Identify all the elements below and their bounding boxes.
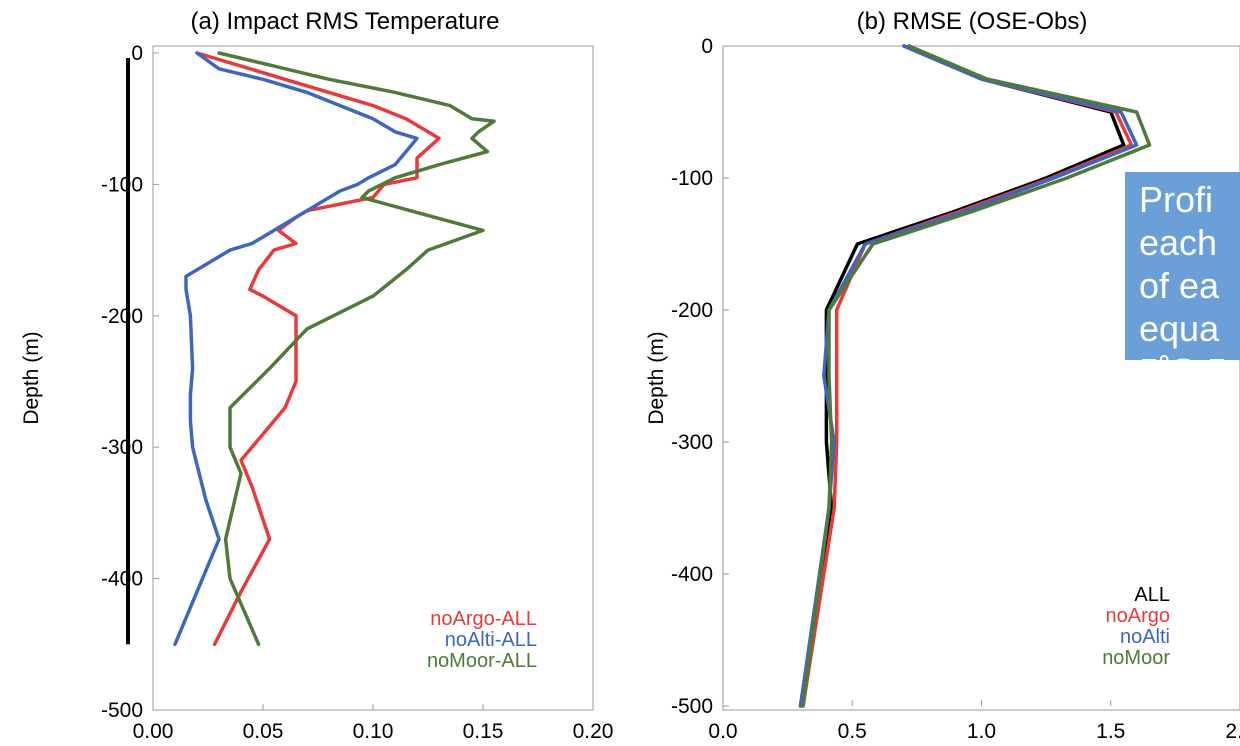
y-tick-label: 0 <box>131 42 143 65</box>
x-tick-label: 1.0 <box>967 720 996 743</box>
y-tick-label: -100 <box>101 173 143 196</box>
chart-title: (a) Impact RMS Temperature <box>191 8 500 35</box>
legend-entry-noargo-all: noArgo-ALL <box>430 608 537 630</box>
panel-rmse-ose-obs: (b) RMSE (OSE-Obs) Depth (m) 0 -100 -200 -3… <box>645 8 1240 743</box>
y-tick-label: 0 <box>701 35 713 58</box>
y-tick-label: -400 <box>101 568 143 591</box>
y-axis-label: Depth (m) <box>645 331 668 424</box>
y-tick-label: -200 <box>101 305 143 328</box>
overlay-line: each <box>1139 222 1218 263</box>
y-tick-label: -500 <box>671 695 713 718</box>
x-tick-label: 0.00 <box>133 720 174 743</box>
overlay-line: of ea <box>1139 265 1220 306</box>
legend-entry-all: ALL <box>1134 584 1170 606</box>
legend-entry-noalti: noAlti <box>1120 626 1170 648</box>
x-tick-labels: 0.00 0.05 0.10 0.15 0.20 <box>133 720 614 743</box>
series-lines <box>173 51 496 647</box>
y-tick-label: -300 <box>101 436 143 459</box>
series-line-noargo <box>801 44 1134 708</box>
y-axis-label: Depth (m) <box>20 331 43 424</box>
series-line-noalti <box>798 44 1139 708</box>
series-line-noargo-all <box>195 51 441 647</box>
x-tick-label: 0.0 <box>708 720 737 743</box>
y-tick-labels: 0 -100 -200 -300 -400 -500 <box>671 35 713 718</box>
tick-marks <box>722 45 1240 707</box>
overlay-line: equa <box>1139 308 1220 349</box>
x-tick-label: 0.15 <box>463 720 504 743</box>
x-tick-label: 0.20 <box>573 720 614 743</box>
series-line-nomoor-all <box>217 51 496 647</box>
legend-entry-nomoor: noMoor <box>1102 647 1170 669</box>
x-tick-label: 0.10 <box>353 720 394 743</box>
y-tick-labels: 0 -100 -200 -300 -400 -500 <box>101 42 143 722</box>
y-tick-label: -200 <box>671 299 713 322</box>
legend-entry-noalti-all: noAlti-ALL <box>445 629 537 651</box>
overlay-line: 5˚S-5 <box>1139 350 1240 360</box>
x-tick-label: 0.5 <box>838 720 867 743</box>
x-tick-label: 1.5 <box>1096 720 1125 743</box>
chart-title: (b) RMSE (OSE-Obs) <box>857 8 1088 35</box>
y-tick-label: -100 <box>671 167 713 190</box>
y-tick-label: -500 <box>101 699 143 722</box>
series-line-all <box>798 44 1126 708</box>
x-tick-label: 0.05 <box>243 720 284 743</box>
panel-impact-rms-temperature: (a) Impact RMS Temperature Depth (m) 0 -1… <box>20 8 613 743</box>
plot-frame <box>722 45 1240 711</box>
y-tick-label: -300 <box>671 431 713 454</box>
x-tick-labels: 0.0 0.5 1.0 1.5 2.0 <box>708 720 1240 743</box>
y-tick-label: -400 <box>671 563 713 586</box>
legend-entry-noargo: noArgo <box>1106 605 1171 627</box>
series-line-noalti-all <box>173 51 419 647</box>
legend-entry-nomoor-all: noMoor-ALL <box>427 650 537 672</box>
series-lines <box>798 44 1152 708</box>
x-tick-label: 2.0 <box>1225 720 1240 743</box>
tick-marks <box>152 52 594 711</box>
overlay-line: Profi <box>1139 179 1214 220</box>
series-line-nomoor <box>801 44 1152 708</box>
